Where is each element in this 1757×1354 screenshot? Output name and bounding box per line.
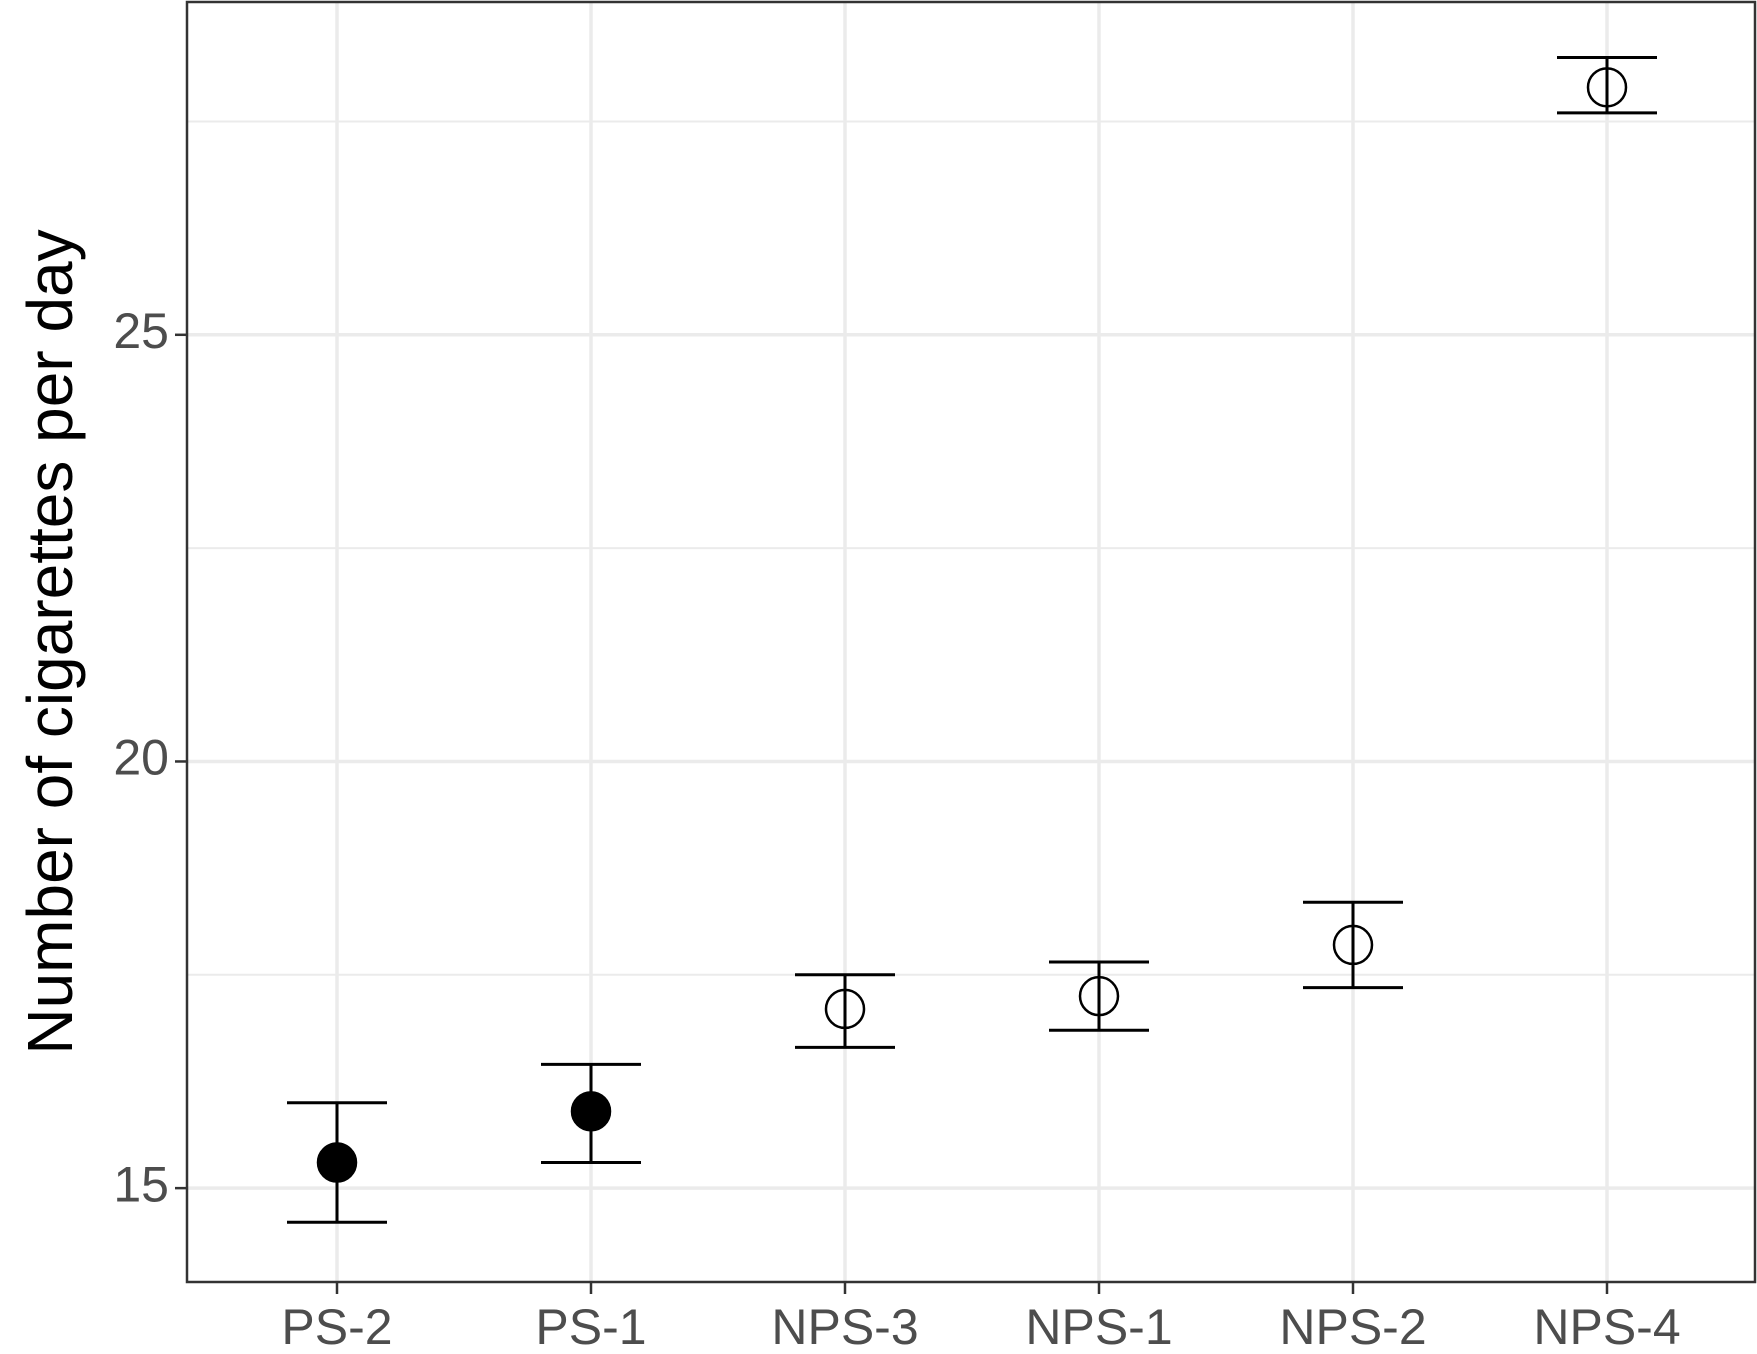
x-tick-label: PS-1 <box>535 1299 646 1354</box>
data-point-open <box>1332 924 1374 966</box>
x-tick-label: PS-2 <box>281 1299 392 1354</box>
y-axis-title: Number of cigarettes per day <box>14 229 86 1054</box>
grid-layer <box>187 2 1755 1282</box>
data-point-open <box>1586 67 1628 108</box>
data-point-group <box>1303 900 1403 990</box>
axes-layer: 15 20 25 PS-2 PS-1 NPS-3 NPS-1 NPS-2 NPS-4 <box>113 303 1680 1354</box>
data-point-filled <box>316 1142 358 1183</box>
data-point-group <box>795 973 895 1049</box>
x-tick-label: NPS-1 <box>1025 1299 1172 1354</box>
x-tick-label: NPS-4 <box>1533 1299 1680 1354</box>
data-point-group <box>287 1101 387 1224</box>
panel-border <box>185 0 1757 1284</box>
data-point-group <box>1557 55 1657 115</box>
data-point-filled <box>570 1091 612 1132</box>
data-point-group <box>1049 960 1149 1032</box>
data-point-open <box>824 988 866 1030</box>
y-tick-label: 20 <box>113 730 169 786</box>
x-tick-label: NPS-3 <box>771 1299 918 1354</box>
y-tick-label: 15 <box>113 1156 169 1212</box>
marks-layer <box>287 55 1657 1224</box>
x-tick-label: NPS-2 <box>1279 1299 1426 1354</box>
data-point-group <box>541 1062 641 1165</box>
data-point-open <box>1078 975 1120 1017</box>
y-tick-label: 25 <box>113 303 169 359</box>
